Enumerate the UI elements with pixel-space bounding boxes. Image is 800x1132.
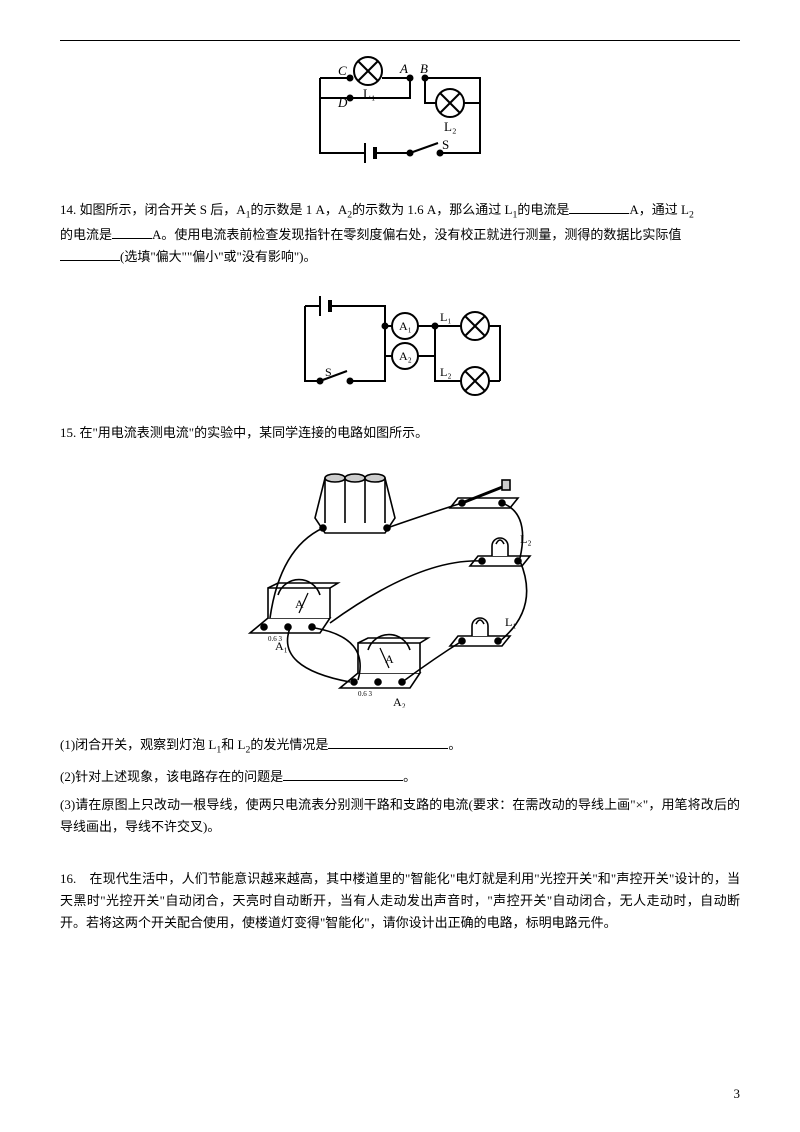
- fig15-scale1: 0.6 3: [268, 635, 283, 643]
- q14-blank3[interactable]: [60, 248, 120, 261]
- q14-blank2[interactable]: [112, 226, 152, 239]
- q15-p1e: 。: [448, 737, 461, 752]
- fig14-label-L1: L₁: [440, 310, 452, 324]
- q14: 14. 如图所示，闭合开关 S 后，A1的示数是 1 A，A2的示数为 1.6 …: [60, 199, 740, 268]
- q15-p2: (2)针对上述现象，该电路存在的问题是 。: [60, 766, 740, 788]
- q15: 15. 在"用电流表测电流"的实验中，某同学连接的电路如图所示。: [60, 422, 740, 838]
- fig15-label-A2: A₂: [393, 695, 406, 708]
- q15-blank1[interactable]: [328, 736, 448, 749]
- q16: 16. 在现代生活中，人们节能意识越来越高，其中楼道里的"智能化"电灯就是利用"…: [60, 868, 740, 934]
- fig14: S A₁ A₂ L₁ L₂: [60, 286, 740, 410]
- fig13-label-S: S: [442, 137, 449, 152]
- fig14-label-L2: L₂: [440, 365, 452, 379]
- q14-para: 14. 如图所示，闭合开关 S 后，A1的示数是 1 A，A2的示数为 1.6 …: [60, 199, 740, 268]
- q15-p2a: (2)针对上述现象，该电路存在的问题是: [60, 769, 283, 784]
- q14-blank1[interactable]: [569, 201, 629, 214]
- fig15-label-A-1: A: [295, 597, 304, 611]
- q15-intro: 15. 在"用电流表测电流"的实验中，某同学连接的电路如图所示。: [60, 422, 740, 444]
- q14-t5: (选填"偏大""偏小"或"没有影响")。: [120, 249, 317, 264]
- q15-p1b: 和 L: [221, 737, 245, 752]
- fig15-label-L1: L₁: [505, 615, 517, 629]
- fig13-label-D: D: [337, 95, 348, 110]
- fig14-svg: S A₁ A₂ L₁ L₂: [285, 286, 515, 406]
- fig13: C D A B L₁ L₂ S: [60, 53, 740, 187]
- q15-p3: (3)请在原图上只改动一根导线，使两只电流表分别测干路和支路的电流(要求：在需改…: [60, 794, 740, 838]
- q15-blank2[interactable]: [283, 768, 403, 781]
- q15-p1: (1)闭合开关，观察到灯泡 L1和 L2的发光情况是。: [60, 734, 740, 759]
- fig15-svg: L₂ L₁ A A A₁ A₂ 0.6 3 0.6 3: [220, 458, 580, 708]
- fig15-label-L2: L₂: [520, 532, 532, 546]
- fig13-label-A: A: [399, 61, 408, 76]
- q14-subL2: 2: [689, 210, 694, 221]
- fig13-label-L2: L₂: [444, 119, 456, 134]
- q15-p1a: (1)闭合开关，观察到灯泡 L: [60, 737, 216, 752]
- q14-t0: 14. 如图所示，闭合开关 S 后，A: [60, 202, 246, 217]
- q15-p1c: 的发光情况是: [250, 737, 328, 752]
- q14-t3: 的电流是: [517, 202, 569, 217]
- fig15-scale2: 0.6 3: [358, 690, 373, 698]
- fig14-label-S: S: [325, 365, 332, 379]
- top-rule: [60, 40, 740, 41]
- fig13-label-B: B: [420, 61, 428, 76]
- fig15: L₂ L₁ A A A₁ A₂ 0.6 3 0.6 3: [60, 452, 740, 722]
- q14-t1: 的示数是 1 A，A: [251, 202, 348, 217]
- q14-t2: 的示数为 1.6 A，那么通过 L: [352, 202, 512, 217]
- q14-u1: A，通过 L: [629, 202, 689, 217]
- q16-text: 16. 在现代生活中，人们节能意识越来越高，其中楼道里的"智能化"电灯就是利用"…: [60, 868, 740, 934]
- fig13-label-C: C: [338, 63, 347, 78]
- q14-t4: 的电流是: [60, 227, 112, 242]
- fig13-svg: C D A B L₁ L₂ S: [290, 53, 510, 183]
- fig14-label-A2: A₂: [399, 349, 412, 363]
- q15-p2e: 。: [403, 769, 416, 784]
- q14-u2: A。使用电流表前检查发现指针在零刻度偏右处，没有校正就进行测量，测得的数据比实际…: [152, 227, 681, 242]
- page-number: 3: [734, 1086, 741, 1102]
- fig15-label-A-2: A: [385, 652, 394, 666]
- fig13-label-L1: L₁: [363, 86, 375, 101]
- fig14-label-A1: A₁: [399, 319, 412, 333]
